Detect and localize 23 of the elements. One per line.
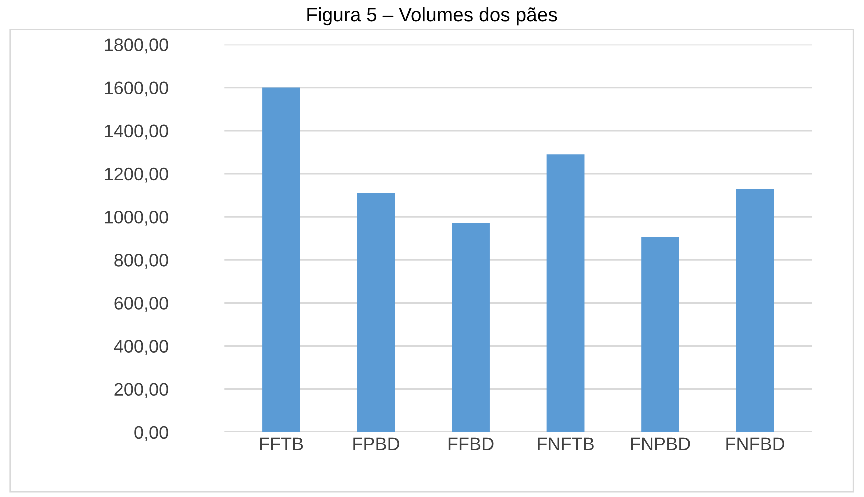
bar	[736, 189, 774, 432]
y-tick-label: 1800,00	[105, 38, 168, 54]
chart-title: Figura 5 – Volumes dos pães	[308, 7, 558, 26]
x-tick-label: FPBD	[354, 438, 400, 450]
y-tick-label: 1200,00	[105, 168, 168, 183]
y-tick-label: 0,00	[134, 426, 168, 442]
y-tick-label: 1400,00	[105, 124, 168, 140]
y-tick-label: 400,00	[114, 340, 168, 356]
bar	[262, 88, 300, 432]
x-tick-label: FFTB	[260, 438, 304, 450]
x-tick-label: FNFTB	[538, 438, 594, 450]
bar	[546, 154, 585, 432]
bar	[357, 193, 396, 432]
x-tick-label: FFBD	[448, 438, 494, 450]
bar	[642, 237, 680, 432]
bar	[452, 223, 490, 432]
y-tick-label: 800,00	[114, 254, 168, 269]
x-tick-label: FNFBD	[726, 438, 785, 450]
y-tick-label: 200,00	[114, 383, 168, 398]
y-tick-label: 1000,00	[105, 210, 168, 226]
y-tick-label: 600,00	[114, 297, 168, 312]
x-tick-label: FNPBD	[631, 438, 690, 450]
y-tick-label: 1600,00	[105, 82, 168, 97]
